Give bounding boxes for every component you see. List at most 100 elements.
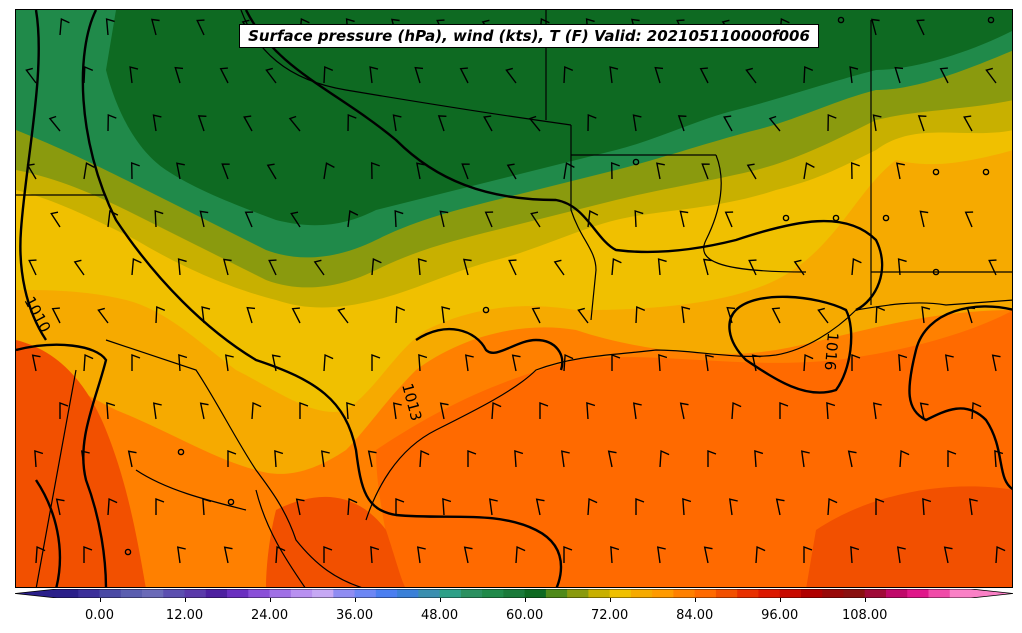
texas-louisiana-border xyxy=(570,125,597,321)
wind-barb xyxy=(779,401,789,419)
wind-barb xyxy=(370,546,380,564)
wind-barb xyxy=(943,546,953,564)
wind-barb xyxy=(771,307,781,324)
wind-barb xyxy=(656,546,666,564)
temperature-fill xyxy=(16,10,1012,587)
wind-barb xyxy=(679,402,689,420)
wind-barb xyxy=(461,163,470,180)
wind-barb xyxy=(919,210,929,228)
wind-barb xyxy=(491,401,502,420)
wind-barb xyxy=(177,258,187,276)
colorbar-segment xyxy=(418,589,441,598)
wind-barb xyxy=(746,163,757,180)
wind-barb xyxy=(80,450,90,468)
colorbar-segment xyxy=(142,589,164,598)
wind-barb xyxy=(266,163,277,180)
wind-barb xyxy=(275,545,286,564)
wind-barb xyxy=(243,115,253,132)
colorbar-segment xyxy=(524,589,547,598)
wind-barb xyxy=(748,259,757,276)
colorbar-tick-label: 0.00 xyxy=(85,608,114,623)
isobar-1010-south xyxy=(16,343,108,587)
wind-barbs xyxy=(25,16,1006,564)
wind-barb xyxy=(437,115,447,132)
colorbar-segment xyxy=(779,589,802,598)
wind-barb xyxy=(462,258,472,276)
gulf-coastline xyxy=(365,299,1012,521)
colorbar-segment xyxy=(630,589,653,598)
calm-wind-circle xyxy=(124,548,132,556)
wind-barb xyxy=(484,211,494,228)
wind-barb xyxy=(701,163,710,180)
wind-barb xyxy=(553,259,565,276)
wind-barb xyxy=(775,498,785,516)
wind-barb xyxy=(323,545,333,563)
colorbar-tick-labels: 0.00 12.00 24.00 36.00 48.00 60.00 72.00 84.00 9… xyxy=(15,598,1013,628)
wind-barb xyxy=(34,450,44,468)
colorbar-tick-mark xyxy=(779,598,781,602)
wind-barb xyxy=(290,211,301,228)
wind-barb xyxy=(849,66,859,84)
wind-barb xyxy=(419,449,430,468)
colorbar-segment xyxy=(545,589,568,598)
colorbar-segment xyxy=(205,589,228,598)
wind-barb xyxy=(323,162,335,180)
wind-barb xyxy=(369,66,379,84)
isobar-lower-texas xyxy=(35,479,62,587)
wind-barb xyxy=(291,307,301,324)
wind-barb xyxy=(97,307,109,324)
wind-barb xyxy=(131,258,142,276)
colorbar-tick-label: 96.00 xyxy=(761,608,799,623)
map-canvas: 1010 1013 1016 xyxy=(16,10,1012,587)
wind-barb xyxy=(463,546,473,564)
wind-barb xyxy=(392,114,402,132)
colorbar-segment xyxy=(57,589,79,598)
colorbar-segment xyxy=(652,589,674,598)
wind-barb xyxy=(850,546,860,564)
wind-barb xyxy=(563,65,574,84)
wind-barb xyxy=(611,353,621,371)
colorbar-tick-mark xyxy=(439,598,441,602)
wind-barb xyxy=(704,354,714,372)
wind-barb xyxy=(48,115,61,132)
wind-barb xyxy=(994,450,1004,468)
wind-barb xyxy=(944,354,954,372)
isobar-1016-loop xyxy=(728,295,853,394)
wind-barb xyxy=(155,305,166,324)
wind-barb xyxy=(154,210,164,228)
wind-barb xyxy=(679,210,689,228)
wind-barb xyxy=(826,402,836,420)
wind-barb xyxy=(394,210,404,228)
wind-barb xyxy=(587,210,599,228)
wind-barb xyxy=(83,353,94,372)
wind-barb xyxy=(768,115,781,132)
colorbar-segment xyxy=(78,589,101,598)
wind-barb xyxy=(803,545,813,563)
wind-barb xyxy=(515,545,526,564)
wind-barb xyxy=(851,258,862,276)
colorbar-segment xyxy=(460,589,483,598)
wind-barb xyxy=(107,210,119,228)
wind-barb xyxy=(731,401,742,420)
wind-barb xyxy=(632,114,642,132)
wind-barb xyxy=(130,161,140,180)
wind-barb xyxy=(202,498,212,516)
rio-grande xyxy=(105,339,362,587)
calm-wind-circle xyxy=(227,498,235,506)
calm-wind-circle xyxy=(782,214,790,222)
wind-barb xyxy=(535,498,545,516)
wind-barb xyxy=(83,545,93,563)
wind-barb xyxy=(899,449,910,468)
wind-barb xyxy=(28,259,37,276)
fill-dark-green xyxy=(106,10,1012,226)
colorbar-segment xyxy=(333,589,356,598)
wind-barb xyxy=(896,546,906,564)
wind-barb xyxy=(174,66,184,84)
wind-barb xyxy=(916,19,925,36)
wind-barb xyxy=(587,497,598,516)
wind-barb xyxy=(441,306,451,324)
wind-barb xyxy=(271,354,281,372)
colorbar-segment xyxy=(822,589,844,598)
wind-barb xyxy=(919,402,929,420)
wind-barb xyxy=(587,113,597,132)
